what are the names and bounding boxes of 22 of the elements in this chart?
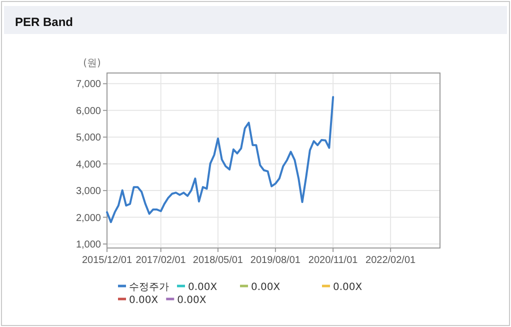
- legend-label: 0.00X: [129, 295, 158, 306]
- line-series: [106, 96, 334, 224]
- x-tick-label: 2019/08/01: [250, 255, 301, 266]
- legend-label: 0.00X: [177, 295, 206, 306]
- chart-title: PER Band: [15, 15, 74, 29]
- legend-label: 0.00X: [188, 282, 218, 293]
- x-tick-label: 2018/05/01: [192, 255, 244, 266]
- y-tick-label: 1,000: [76, 239, 102, 250]
- x-tick-label: 2017/02/01: [136, 255, 186, 266]
- legend-label: 수정주가: [129, 282, 169, 293]
- y-axis-title: (원): [83, 58, 101, 69]
- y-tick-label: 7,000: [76, 79, 102, 90]
- y-tick-label: 4,000: [76, 159, 102, 170]
- x-tick-label: 2022/02/01: [366, 255, 416, 266]
- legend-label: 0.00X: [251, 282, 280, 293]
- y-tick-label: 5,000: [76, 132, 102, 144]
- y-tick-label: 6,000: [76, 106, 102, 117]
- y-tick-label: 2,000: [76, 212, 102, 224]
- x-tick-label: 2015/12/01: [82, 255, 132, 266]
- legend-label: 0.00X: [333, 282, 362, 293]
- y-tick-label: 3,000: [76, 186, 102, 198]
- x-tick-label: 2020/11/01: [308, 255, 358, 266]
